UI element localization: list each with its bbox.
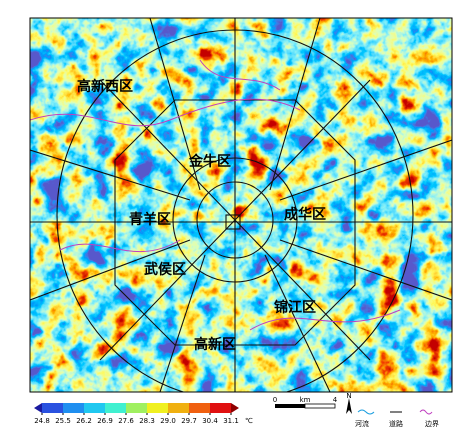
legend-label: 边界 [425, 419, 439, 428]
scale-label: 0 [273, 396, 277, 404]
colorbar-tick-label: 29.0 [160, 417, 176, 425]
colorbar-tick-label: 28.3 [139, 417, 155, 425]
colorbar-bin [63, 403, 84, 413]
north-label: N [346, 392, 351, 400]
district-label: 武侯区 [144, 261, 186, 278]
district-label: 高新区 [194, 336, 236, 353]
district-label: 金牛区 [188, 153, 231, 170]
colorbar-tick-label: 24.8 [34, 417, 50, 425]
colorbar-bin [42, 403, 63, 413]
north-arrow [346, 398, 352, 414]
map-frame [29, 17, 453, 393]
colorbar-end [34, 403, 42, 413]
colorbar-bin [210, 403, 231, 413]
colorbar-tick-label: 25.5 [55, 417, 71, 425]
colorbar-tick-label: 27.6 [118, 417, 134, 425]
colorbar-end [231, 403, 239, 413]
colorbar-bin [147, 403, 168, 413]
scale-label: km [300, 396, 311, 404]
colorbar-tick-label: 26.2 [76, 417, 92, 425]
district-label: 锦江区 [274, 299, 316, 316]
district-label: 成华区 [284, 206, 326, 223]
river-symbol [357, 409, 375, 415]
colorbar-bin [168, 403, 189, 413]
scale-label: 4 [333, 396, 338, 404]
scale-bar [275, 403, 336, 409]
legend-label: 道路 [389, 419, 403, 428]
colorbar-unit: ℃ [245, 417, 253, 425]
boundary-symbol [419, 409, 433, 415]
scale-segment [304, 403, 336, 409]
temperature-raster [30, 18, 452, 392]
colorbar-bin [189, 403, 210, 413]
colorbar-bin [105, 403, 126, 413]
colorbar-bin [126, 403, 147, 413]
district-label: 高新西区 [77, 78, 133, 95]
colorbar-tick-label: 26.9 [97, 417, 113, 425]
legend-label: 河流 [355, 419, 369, 428]
colorbar-tick-label: 29.7 [181, 417, 197, 425]
colorbar-tick-label: 31.1 [223, 417, 239, 425]
scale-segment [275, 404, 305, 408]
district-label: 青羊区 [129, 211, 171, 228]
colorbar-bin [84, 403, 105, 413]
colorbar-tick-label: 30.4 [202, 417, 218, 425]
road-network [30, 18, 452, 392]
